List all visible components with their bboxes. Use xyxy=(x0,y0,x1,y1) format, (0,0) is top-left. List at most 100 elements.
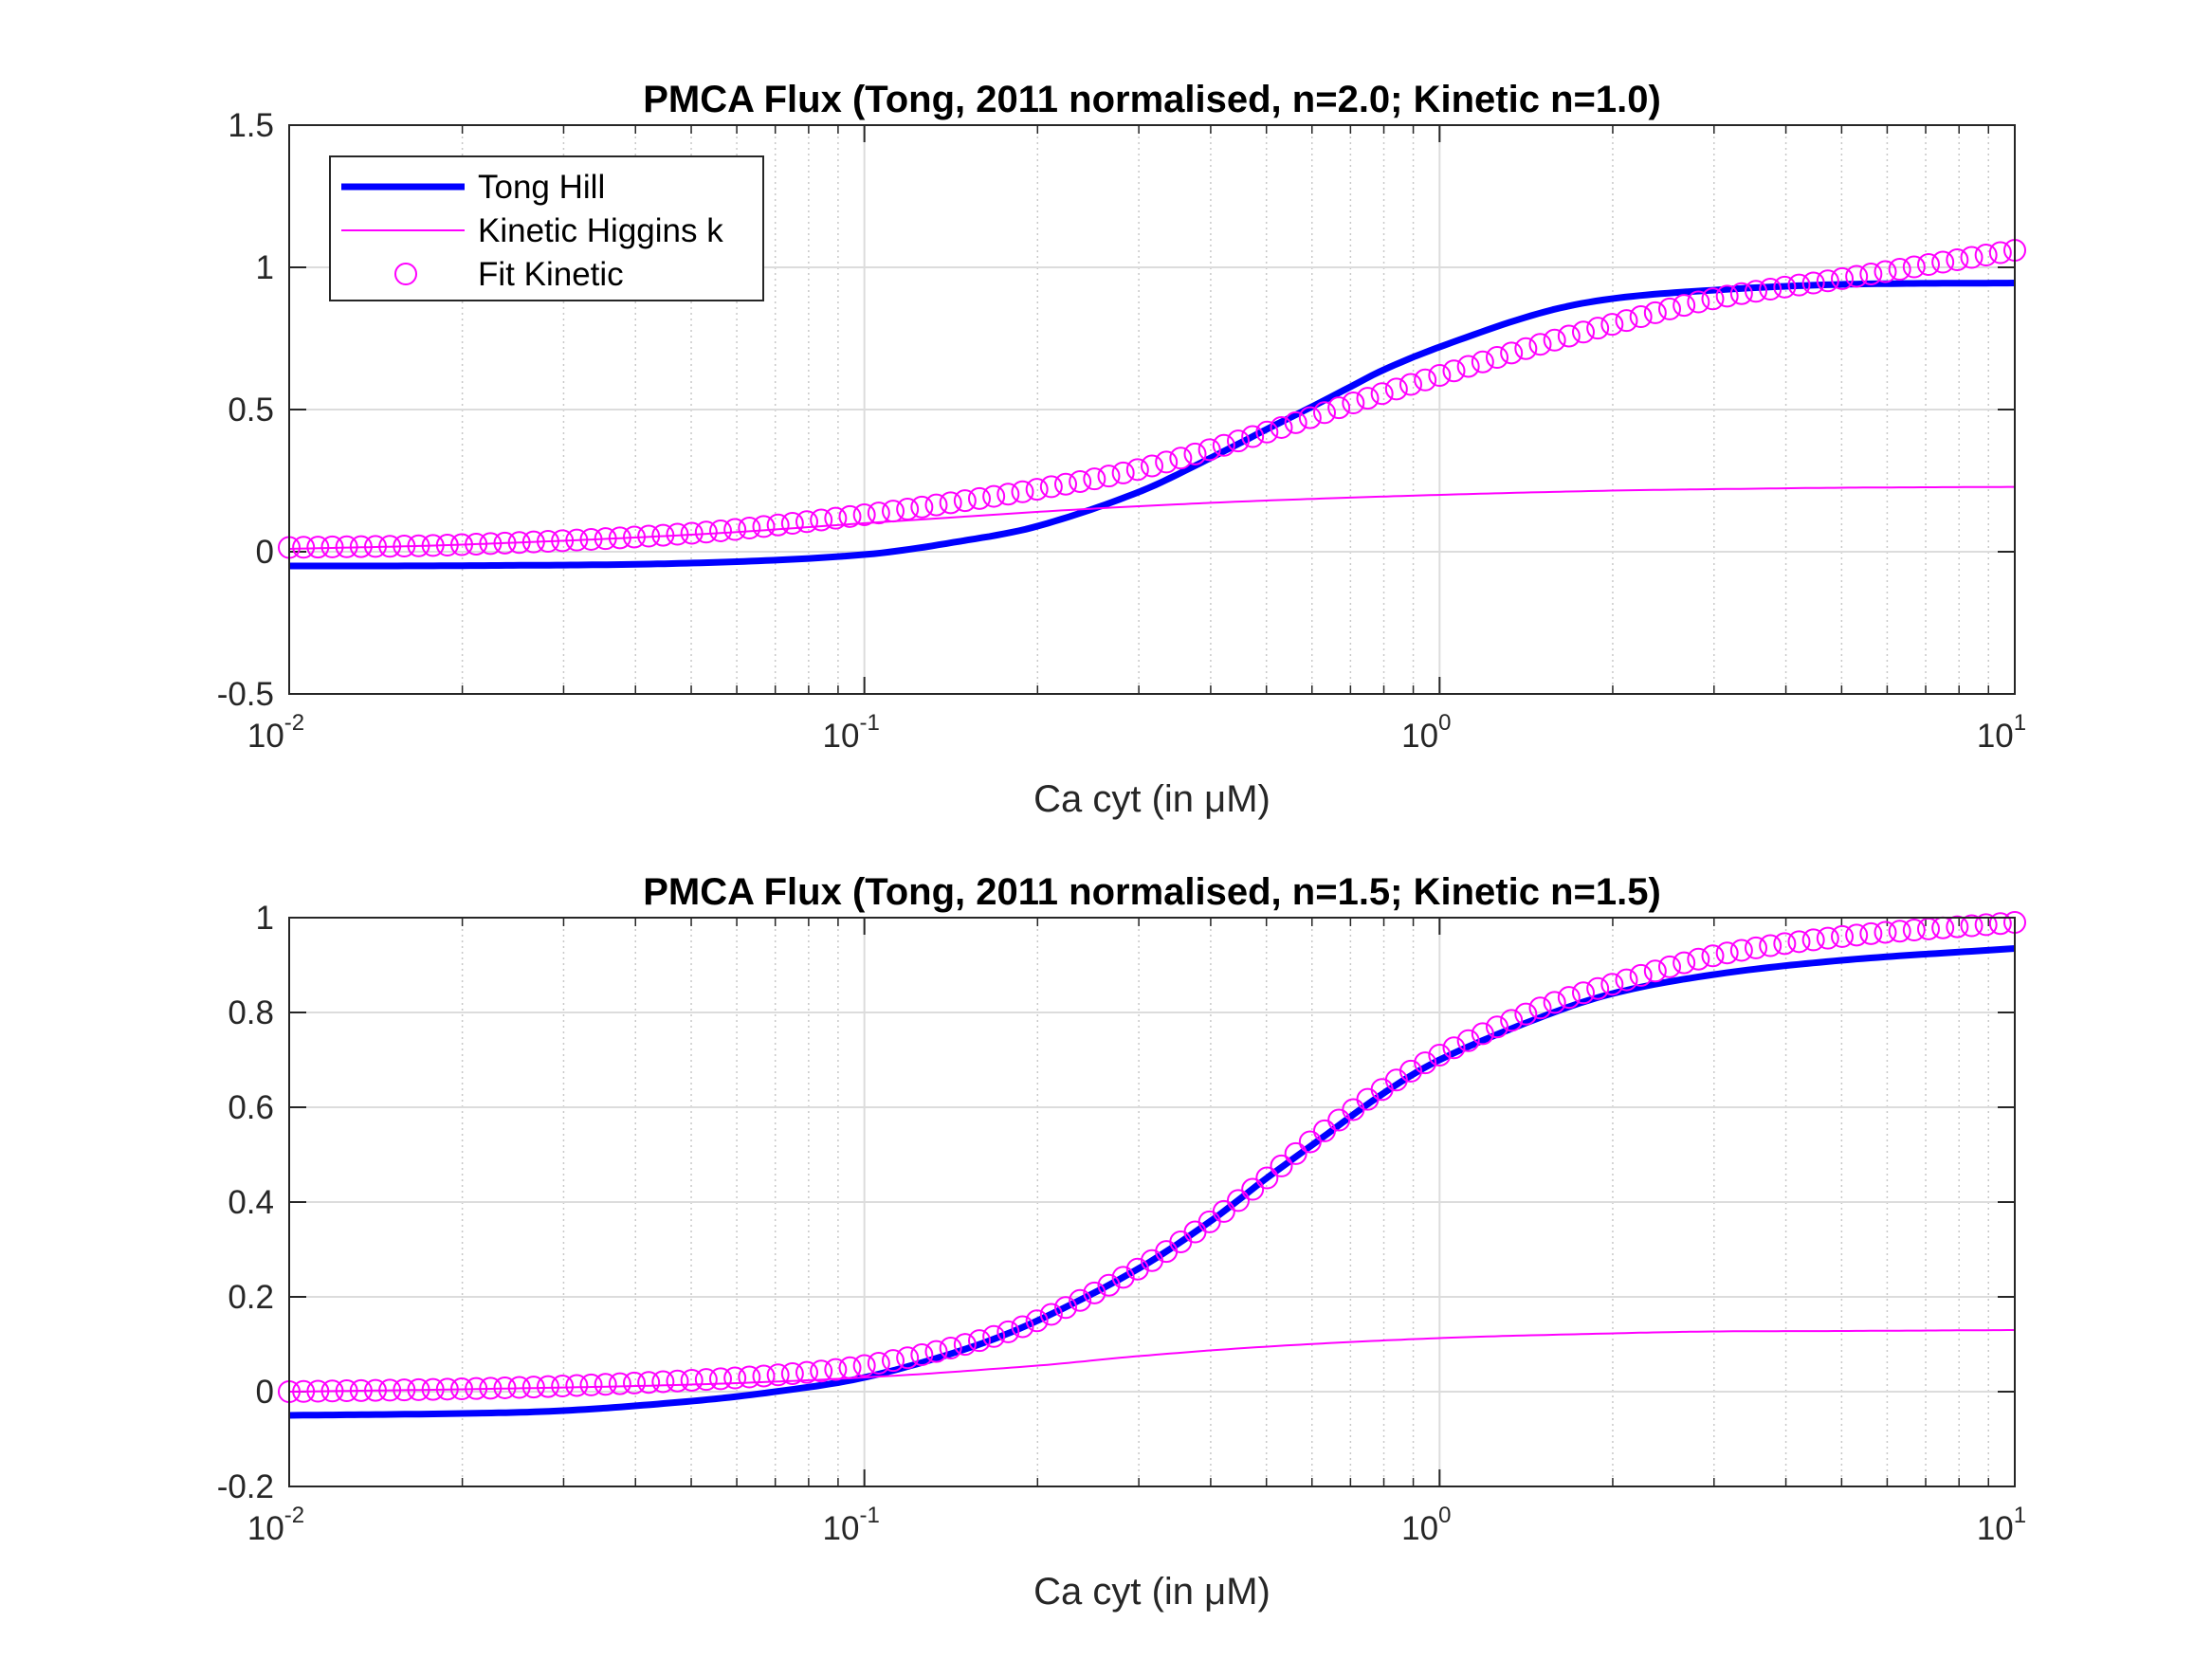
x-tick-exponent: -1 xyxy=(859,1503,879,1528)
data-point xyxy=(1917,253,1940,277)
data-point xyxy=(1600,973,1624,996)
data-point xyxy=(1629,963,1653,987)
data-point xyxy=(1988,912,2012,936)
data-point xyxy=(435,534,459,557)
data-point xyxy=(1745,280,1767,303)
data-point xyxy=(1212,1199,1235,1223)
data-point xyxy=(1729,282,1753,305)
data-point xyxy=(1169,447,1193,470)
x-tick-exponent: -1 xyxy=(859,710,879,736)
data-point xyxy=(421,534,445,557)
data-point xyxy=(810,1359,833,1383)
data-point xyxy=(594,1373,617,1396)
data-point xyxy=(1600,313,1624,337)
data-point xyxy=(1370,382,1394,406)
data-point xyxy=(1773,932,1797,956)
data-point xyxy=(982,1324,1006,1348)
data-point xyxy=(1384,377,1408,401)
data-point xyxy=(1845,923,1869,947)
data-point xyxy=(882,1349,905,1373)
data-point xyxy=(1974,913,1998,937)
data-point xyxy=(939,491,962,515)
data-point xyxy=(637,1371,661,1395)
data-point xyxy=(1255,420,1279,444)
data-point xyxy=(1874,260,1897,283)
data-point xyxy=(579,527,603,551)
data-point xyxy=(1054,1296,1077,1320)
y-tick-label: 0.5 xyxy=(228,392,274,428)
data-point xyxy=(953,489,977,513)
data-point xyxy=(465,532,488,556)
data-point xyxy=(1701,944,1725,968)
axes-box xyxy=(288,124,2016,695)
data-point xyxy=(407,1377,430,1401)
data-point xyxy=(1687,290,1710,314)
data-point xyxy=(1356,387,1380,410)
data-point xyxy=(1729,939,1753,962)
x-tick-label: 101 xyxy=(1977,710,2026,755)
data-point xyxy=(780,512,804,536)
data-point xyxy=(1543,328,1566,352)
data-point xyxy=(1456,1029,1480,1052)
data-point xyxy=(680,1368,704,1392)
fit-kinetic-series xyxy=(278,911,2026,1403)
data-point xyxy=(910,1343,934,1367)
data-point xyxy=(738,517,761,540)
data-point xyxy=(1069,469,1092,493)
data-point xyxy=(1673,951,1696,975)
data-point xyxy=(1874,921,1897,944)
data-point xyxy=(824,1358,848,1381)
axes-box xyxy=(288,917,2016,1487)
x-tick-exponent: -2 xyxy=(284,710,304,736)
data-point xyxy=(1039,1303,1063,1326)
data-point xyxy=(1988,241,2012,264)
data-point xyxy=(852,1354,876,1377)
data-point xyxy=(838,1356,862,1379)
data-point xyxy=(1557,324,1581,348)
data-point xyxy=(579,1373,603,1396)
data-point xyxy=(1902,255,1926,279)
data-point xyxy=(1241,425,1265,448)
x-tick-label: 10-2 xyxy=(247,1503,304,1547)
data-point xyxy=(1414,1051,1437,1075)
data-point xyxy=(666,522,689,546)
data-point xyxy=(1557,986,1581,1010)
data-point xyxy=(924,493,948,517)
chart-title: PMCA Flux (Tong, 2011 normalised, n=2.0;… xyxy=(643,79,1661,120)
data-point xyxy=(608,526,631,550)
data-point xyxy=(1183,442,1207,465)
x-axis-label: Ca cyt (in μM) xyxy=(1033,1571,1271,1613)
data-point xyxy=(1428,1044,1452,1066)
y-tick-label: 1 xyxy=(256,249,274,286)
y-tick-label: -0.5 xyxy=(217,676,274,713)
data-point xyxy=(1888,920,1911,943)
legend-box xyxy=(329,155,764,301)
data-point xyxy=(1428,364,1452,387)
data-point xyxy=(1399,1059,1422,1083)
data-point xyxy=(1658,297,1681,320)
data-point xyxy=(551,1375,575,1398)
data-point xyxy=(1974,243,1998,266)
tong-hill-series xyxy=(289,280,2016,570)
data-point xyxy=(896,1346,920,1370)
data-point xyxy=(968,486,991,510)
data-point xyxy=(1227,1189,1250,1212)
data-point xyxy=(450,1377,473,1401)
data-point xyxy=(1572,981,1595,1005)
data-point xyxy=(1486,1015,1508,1039)
data-point xyxy=(608,1372,631,1395)
data-point xyxy=(378,1378,402,1402)
x-tick-base: 10 xyxy=(823,718,860,755)
data-point xyxy=(1773,275,1797,299)
data-point xyxy=(1931,250,1955,274)
data-point xyxy=(1069,1288,1092,1312)
x-axis-label: Ca cyt (in μM) xyxy=(1033,778,1271,820)
data-point xyxy=(521,530,545,554)
data-point xyxy=(1801,271,1825,295)
data-point xyxy=(479,532,503,556)
data-point xyxy=(694,1368,718,1392)
data-point xyxy=(651,1370,675,1394)
data-point xyxy=(1629,305,1653,329)
data-point xyxy=(1759,278,1782,301)
data-point xyxy=(1745,936,1767,959)
